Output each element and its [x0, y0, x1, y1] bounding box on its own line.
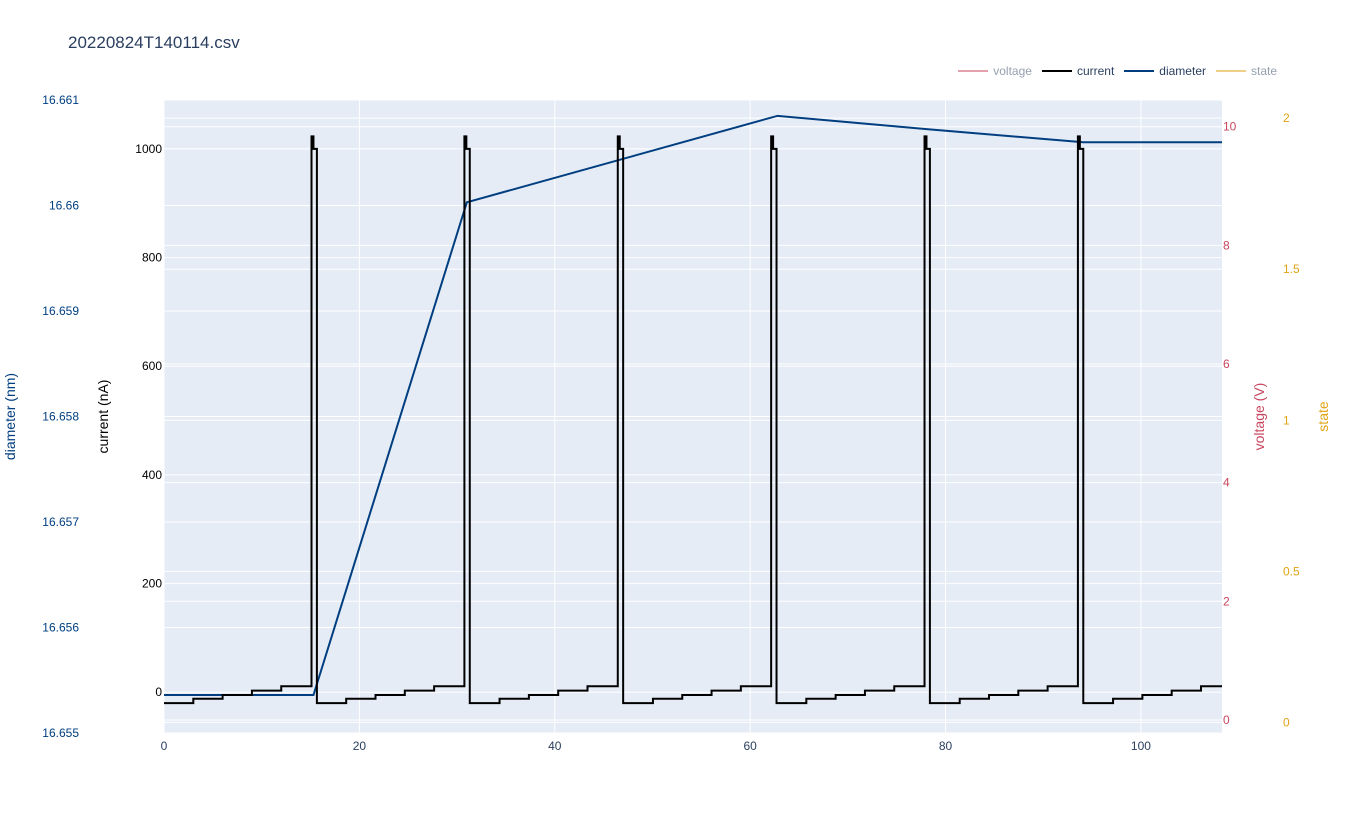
grid-layer — [163, 99, 1222, 734]
x-tick-label: 0 — [161, 739, 168, 753]
state-tick-label: 0 — [1283, 715, 1290, 729]
chart-title: 20220824T140114.csv — [68, 33, 240, 52]
legend-item-state[interactable]: state — [1215, 64, 1277, 78]
series-line-current — [164, 135, 1222, 705]
x-tick-label: 80 — [939, 739, 953, 753]
legend-label-state: state — [1250, 64, 1277, 78]
current-tick-label: 0 — [155, 685, 162, 699]
legend-label-voltage: voltage — [993, 64, 1032, 78]
legend-label-current: current — [1076, 64, 1115, 78]
voltage-tick-label: 0 — [1223, 713, 1230, 727]
state-axis-title: state — [1315, 401, 1331, 432]
state-tick-label: 0.5 — [1283, 564, 1300, 578]
legend-label-diameter: diameter — [1159, 64, 1206, 78]
legend-swatch-state — [1215, 70, 1246, 72]
voltage-axis-title: voltage (V) — [1251, 383, 1267, 451]
voltage-tick-label: 2 — [1223, 594, 1230, 608]
diameter-tick-label: 16.658 — [42, 410, 79, 424]
current-tick-label: 1000 — [135, 142, 162, 156]
legend-item-diameter[interactable]: diameter — [1124, 64, 1206, 78]
legend-swatch-diameter — [1124, 70, 1155, 72]
state-tick-label: 1.5 — [1283, 262, 1300, 276]
diameter-axis-title: diameter (nm) — [2, 373, 18, 460]
axis-title-layer: diameter (nm) current (nA) voltage (V) stat… — [2, 373, 1331, 460]
diameter-tick-label: 16.66 — [49, 199, 79, 213]
diameter-tick-label: 16.659 — [42, 304, 79, 318]
legend-swatch-voltage — [958, 70, 989, 72]
current-axis-title: current (nA) — [95, 380, 111, 454]
series-line-diameter — [164, 114, 1222, 697]
state-tick-label: 1 — [1283, 413, 1290, 427]
legend-item-current[interactable]: current — [1041, 64, 1115, 78]
legend: voltage current diameter state — [958, 64, 1277, 78]
diameter-tick-label: 16.657 — [42, 515, 79, 529]
x-tick-label: 40 — [548, 739, 562, 753]
diameter-tick-label: 16.656 — [42, 621, 79, 635]
current-tick-label: 600 — [142, 359, 162, 373]
legend-swatch-current — [1041, 70, 1072, 72]
current-tick-label: 200 — [142, 577, 162, 591]
voltage-tick-label: 4 — [1223, 476, 1230, 490]
current-tick-label: 400 — [142, 468, 162, 482]
diameter-tick-label: 16.655 — [42, 726, 79, 740]
x-tick-label: 100 — [1131, 739, 1151, 753]
x-tick-label: 60 — [743, 739, 757, 753]
voltage-tick-label: 8 — [1223, 238, 1230, 252]
diameter-tick-label: 16.661 — [42, 93, 79, 107]
current-tick-label: 800 — [142, 251, 162, 265]
voltage-tick-label: 6 — [1223, 357, 1230, 371]
voltage-tick-label: 10 — [1223, 120, 1237, 134]
legend-item-voltage[interactable]: voltage — [958, 64, 1032, 78]
series-layer — [164, 114, 1222, 705]
x-tick-label: 20 — [353, 739, 367, 753]
tick-layer: 0 20 40 60 80 1000200400600800100016.65516.65… — [42, 93, 1300, 753]
state-tick-label: 2 — [1283, 111, 1290, 125]
